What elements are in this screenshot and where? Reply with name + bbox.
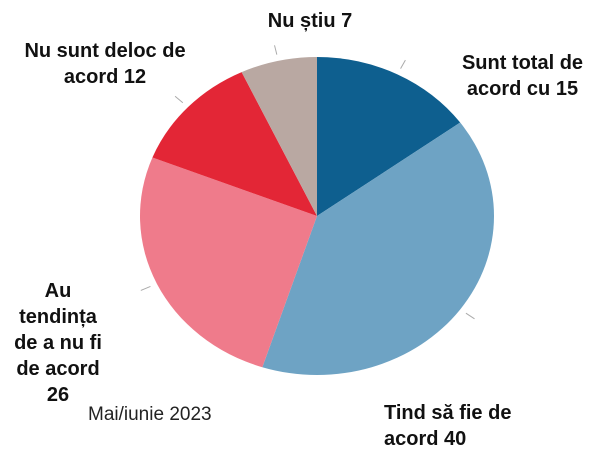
subtitle: Mai/iunie 2023 <box>88 404 212 425</box>
leader-line <box>140 285 151 291</box>
pie-slice <box>317 57 461 216</box>
pie-slice <box>152 72 317 216</box>
pie-slice <box>262 122 495 375</box>
leader-line <box>465 312 475 320</box>
leader-line <box>174 95 184 104</box>
slice-label: Nu sunt deloc de acord 12 <box>15 38 195 90</box>
category-label: Nu sunt deloc de acord <box>24 40 186 88</box>
pie-slice <box>139 157 317 368</box>
leader-line <box>274 45 278 55</box>
category-label: Au tendința de a nu fi de acord <box>14 280 102 380</box>
value-label: 40 <box>444 428 467 450</box>
value-label: 26 <box>46 384 70 406</box>
value-label: 12 <box>123 66 147 88</box>
category-label: Tind să fie de acord <box>384 402 512 450</box>
slice-label: Tind să fie de acord 40 <box>384 400 559 450</box>
category-label: Nu știu <box>267 10 336 32</box>
value-label: 7 <box>341 10 353 32</box>
pie-slice <box>241 57 317 216</box>
slice-label: Nu știu 7 <box>240 8 380 34</box>
category-label: Sunt total de acord cu <box>461 52 584 100</box>
value-label: 15 <box>555 78 579 100</box>
slice-label: Au tendința de a nu fi de acord 26 <box>8 278 108 408</box>
slice-label: Sunt total de acord cu 15 <box>440 50 602 102</box>
leader-line <box>400 59 406 69</box>
